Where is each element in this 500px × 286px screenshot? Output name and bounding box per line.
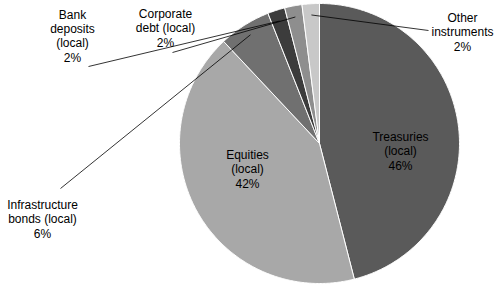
svg-text:Equities(local)42%: Equities(local)42% [226,148,269,191]
svg-text:Treasuries(local)46%: Treasuries(local)46% [372,130,428,173]
svg-text:Bankdeposits(local)2%: Bankdeposits(local)2% [50,8,95,65]
svg-text:Otherinstruments2%: Otherinstruments2% [431,11,493,54]
svg-text:Corporatedebt (local)2%: Corporatedebt (local)2% [136,7,195,50]
svg-text:Infrastructurebonds (local)6%: Infrastructurebonds (local)6% [7,198,78,241]
